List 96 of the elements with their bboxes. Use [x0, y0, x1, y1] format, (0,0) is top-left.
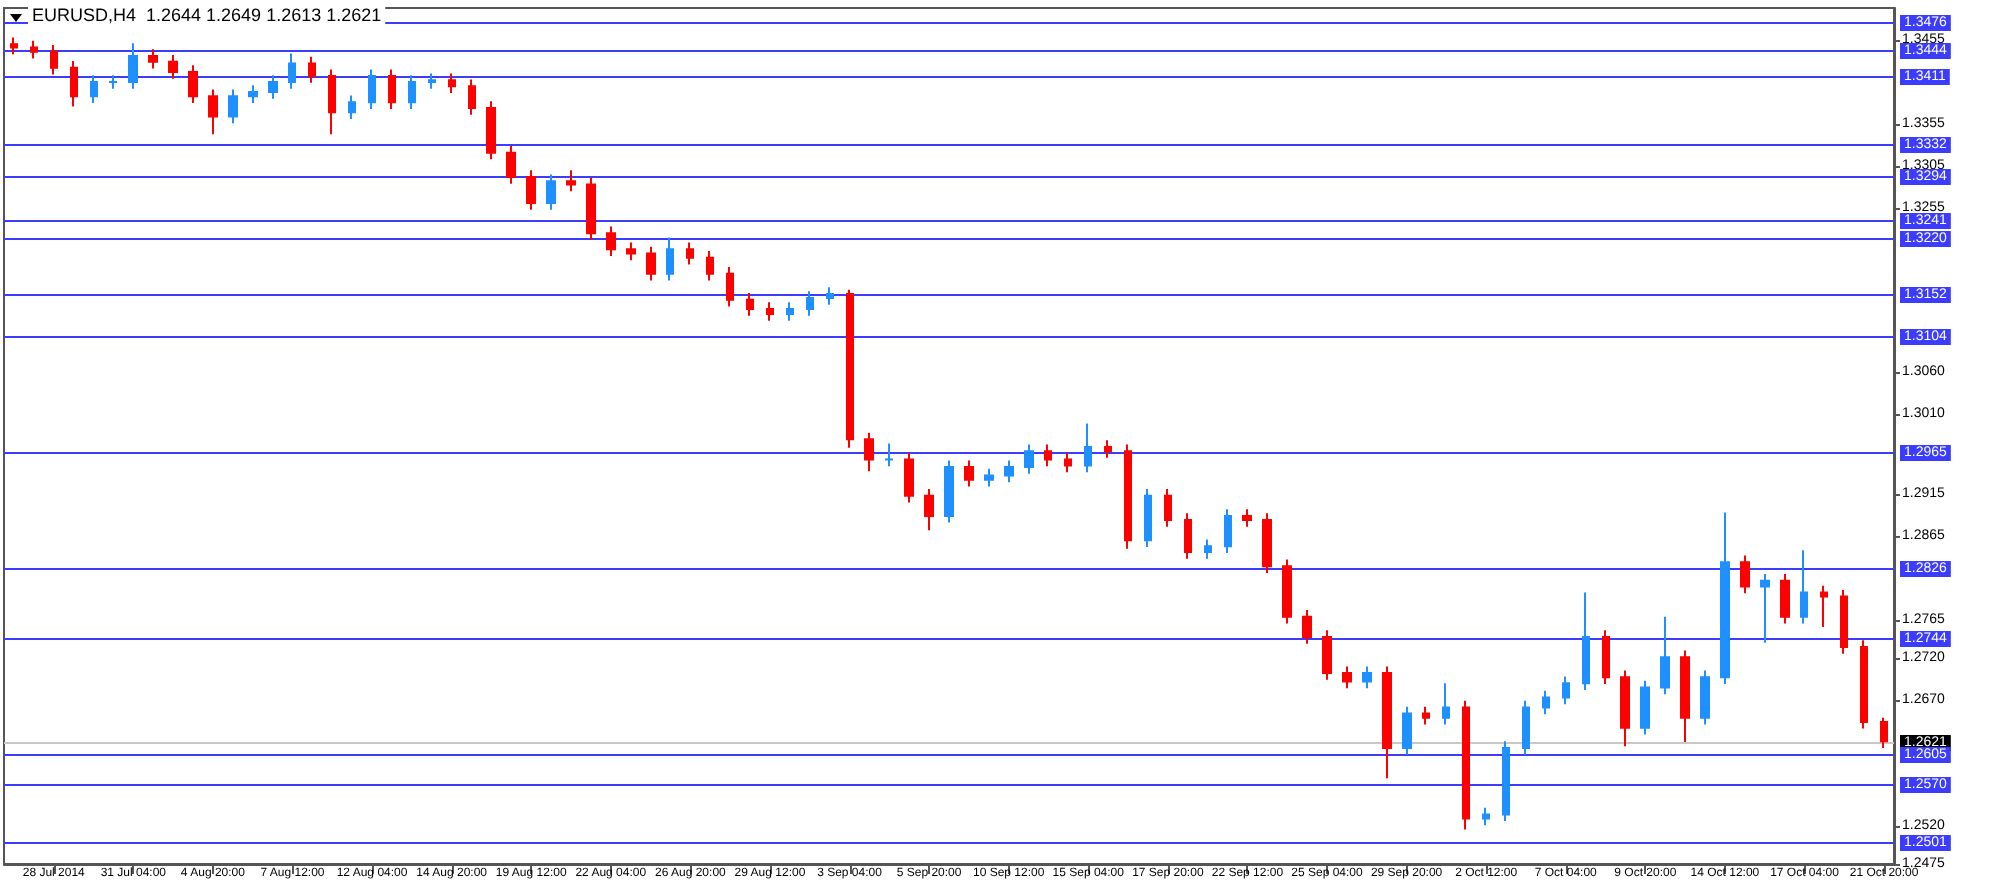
candlestick [1262, 512, 1272, 575]
candlestick [70, 59, 78, 108]
candlestick [108, 74, 118, 90]
candlestick [1780, 572, 1790, 625]
candlestick [1382, 665, 1392, 780]
candlestick [468, 78, 476, 116]
candlestick [30, 39, 38, 60]
candlestick [1640, 679, 1650, 736]
candlestick [526, 169, 536, 211]
candlestick [248, 84, 258, 105]
candlestick [1522, 699, 1530, 756]
candlestick [1342, 665, 1352, 690]
candlestick [1242, 508, 1252, 528]
candlestick [864, 431, 874, 473]
candlestick [1462, 699, 1470, 831]
candlestick [1700, 669, 1710, 726]
candlestick [168, 54, 178, 80]
candlestick [1164, 487, 1172, 528]
candlestick [924, 487, 934, 532]
candlestick [984, 467, 994, 488]
candlestick [1442, 682, 1450, 726]
candlestick [646, 245, 656, 282]
candlestick [388, 68, 396, 110]
candlestick [944, 459, 954, 524]
candlestick [1562, 675, 1570, 706]
candlestick [506, 144, 516, 185]
candlestick [1880, 716, 1888, 749]
candlestick [10, 36, 18, 56]
candlestick [268, 74, 278, 100]
candlestick [448, 72, 456, 94]
candlestick [148, 48, 158, 70]
candlestick [1004, 459, 1014, 484]
candlestick [1740, 554, 1750, 595]
candlestick [746, 292, 754, 317]
candlestick [1620, 669, 1630, 748]
candlestick [1680, 649, 1690, 744]
candlestick [288, 52, 296, 90]
candlestick [1104, 439, 1112, 459]
candlestick [1720, 511, 1730, 686]
candlestick [686, 241, 694, 266]
candlestick [486, 100, 496, 161]
candlestick [50, 44, 58, 76]
candlestick [1602, 629, 1610, 686]
candlestick [1184, 512, 1192, 560]
candlestick [766, 301, 774, 322]
candlestick [90, 74, 98, 105]
candlestick [128, 42, 138, 90]
candlestick [1502, 740, 1510, 823]
candlestick [1322, 629, 1332, 681]
candlestick [308, 55, 316, 84]
candlestick [806, 290, 814, 317]
candlestick [1084, 422, 1092, 474]
chart-title: EURUSD,H4 1.2644 1.2649 1.2613 1.2621 [32, 5, 382, 25]
candlestick [188, 64, 198, 105]
candlestick [328, 68, 336, 136]
candlestick [586, 176, 596, 242]
candlestick [1204, 538, 1212, 560]
candlestick [826, 286, 834, 306]
candlestick [1144, 487, 1152, 548]
candlestick [1024, 443, 1034, 475]
candlestick [1860, 639, 1868, 730]
candlestick [368, 68, 376, 110]
candlestick [726, 265, 734, 308]
candlestick [606, 225, 616, 258]
candlestick [1760, 572, 1770, 644]
candlestick [1362, 665, 1372, 690]
candlestick [408, 74, 416, 110]
candlestick [348, 94, 356, 120]
candlestick [904, 451, 914, 504]
candlestick [1820, 584, 1828, 628]
candlestick [1422, 705, 1430, 726]
candlestick [228, 88, 238, 125]
candlestick [786, 301, 794, 322]
candlestick [1302, 609, 1312, 645]
candlestick [1402, 705, 1412, 756]
candlestick [1660, 615, 1670, 696]
candlestick [706, 250, 714, 282]
candlestick [1064, 451, 1072, 474]
candlestick [1840, 588, 1848, 655]
candlestick [626, 241, 636, 262]
candlestick [1282, 558, 1292, 625]
candlestick [546, 173, 556, 211]
candlestick [1800, 549, 1808, 625]
candlestick [666, 236, 674, 282]
candlestick [208, 88, 218, 136]
candlestick [1582, 591, 1590, 691]
candlestick [846, 288, 854, 449]
candlestick [1482, 806, 1490, 827]
candlestick [1224, 508, 1232, 554]
candlestick [566, 169, 576, 193]
candlestick [1542, 689, 1550, 716]
candlestick [884, 442, 894, 468]
candlestick [428, 72, 436, 90]
candlestick [964, 459, 974, 488]
candlestick [1044, 443, 1052, 468]
candlestick [1124, 443, 1132, 550]
